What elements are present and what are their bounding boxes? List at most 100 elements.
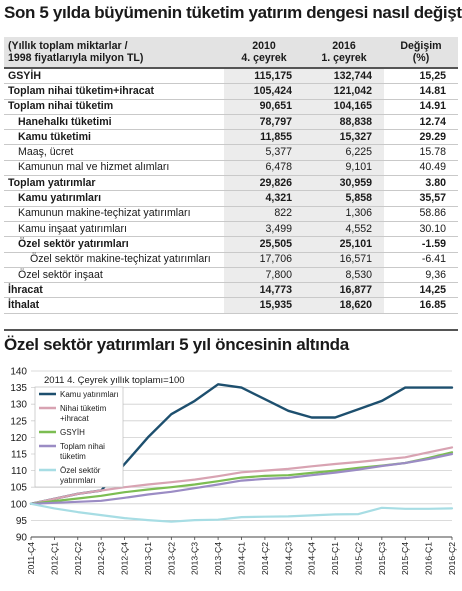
legend-label: Toplam nihai tüketim bbox=[60, 442, 105, 461]
table-row: Toplam nihai tüketim 90,651 104,165 14.91 bbox=[4, 99, 458, 115]
value-2016: 30,959 bbox=[304, 175, 384, 192]
y-tick-label: 105 bbox=[10, 483, 27, 494]
value-2010: 14,773 bbox=[224, 282, 304, 299]
value-2016: 25,101 bbox=[304, 236, 384, 253]
y-tick-label: 90 bbox=[16, 533, 28, 544]
table-title: Son 5 yılda büyümenin tüketim yatırım de… bbox=[4, 3, 462, 22]
value-change: -6.41 bbox=[384, 252, 458, 268]
value-2016: 121,042 bbox=[304, 83, 384, 100]
y-tick-label: 135 bbox=[10, 383, 27, 394]
y-tick-label: 120 bbox=[10, 433, 27, 444]
y-tick-label: 115 bbox=[11, 450, 27, 461]
value-2016: 104,165 bbox=[304, 99, 384, 115]
value-change: 12.74 bbox=[384, 114, 458, 131]
value-change: 35,57 bbox=[384, 190, 458, 207]
table-header-row: (Yıllık toplam miktarlar /1998 fiyatları… bbox=[4, 37, 458, 69]
table-row: Kamu tüketimi 11,855 15,327 29.29 bbox=[4, 129, 458, 146]
value-2010: 3,499 bbox=[224, 221, 304, 238]
x-tick-label: 2012-Ç1 bbox=[49, 542, 59, 575]
table-row: Özel sektör inşaat 7,800 8,530 9,36 bbox=[4, 267, 458, 284]
y-tick-label: 100 bbox=[10, 499, 27, 510]
data-table: (Yıllık toplam miktarlar /1998 fiyatları… bbox=[4, 37, 458, 314]
value-2010: 15,935 bbox=[224, 297, 304, 314]
table-row: Toplam nihai tüketim+ihracat 105,424 121,0… bbox=[4, 83, 458, 100]
header-change: Değişim (%) bbox=[384, 37, 458, 69]
row-label: Özel sektör makine-teçhizat yatırımları bbox=[4, 252, 224, 268]
x-tick-label: 2015-Ç2 bbox=[353, 542, 363, 575]
x-tick-label: 2015-Ç1 bbox=[330, 542, 340, 575]
y-tick-label: 125 bbox=[10, 416, 27, 427]
value-2016: 88,838 bbox=[304, 114, 384, 131]
value-2016: 15,327 bbox=[304, 129, 384, 146]
y-tick-label: 110 bbox=[11, 466, 27, 477]
legend: Kamu yatırımları Nihai tüketim +ihracat GSY… bbox=[34, 386, 124, 488]
series-line-4 bbox=[29, 452, 454, 505]
row-label: İthalat bbox=[4, 297, 224, 314]
value-change: 29.29 bbox=[384, 129, 458, 146]
section-divider bbox=[4, 329, 458, 331]
value-2010: 90,651 bbox=[224, 99, 304, 115]
table-row: İhracat 14,773 16,877 14,25 bbox=[4, 282, 458, 299]
x-tick-label: 2012-Ç4 bbox=[120, 542, 130, 575]
legend-label: Kamu yatırımları bbox=[60, 390, 119, 399]
row-label: Maaş, ücret bbox=[4, 144, 224, 161]
x-tick-label: 2013-Ç3 bbox=[190, 542, 200, 575]
value-2016: 16,571 bbox=[304, 252, 384, 268]
series-line-2 bbox=[29, 446, 454, 505]
value-change: 40.49 bbox=[384, 160, 458, 177]
header-2010: 2010 4. çeyrek bbox=[224, 37, 304, 69]
x-tick-label: 2014-Ç2 bbox=[260, 542, 270, 575]
value-change: 14.91 bbox=[384, 99, 458, 115]
x-tick-label: 2016-Ç2 bbox=[447, 542, 457, 575]
y-tick-label: 140 bbox=[10, 367, 27, 378]
x-tick-label: 2016-Ç1 bbox=[424, 542, 434, 575]
x-tick-label: 2014-Ç4 bbox=[307, 542, 317, 575]
header-label: (Yıllık toplam miktarlar /1998 fiyatları… bbox=[4, 37, 224, 69]
x-tick-label: 2013-Ç1 bbox=[143, 542, 153, 575]
value-change: 15.78 bbox=[384, 144, 458, 161]
value-change: 9,36 bbox=[384, 267, 458, 284]
value-2010: 115,175 bbox=[224, 68, 304, 85]
row-label: İhracat bbox=[4, 282, 224, 299]
row-label: Kamunun mal ve hizmet alımları bbox=[4, 160, 224, 177]
value-2010: 29,826 bbox=[224, 175, 304, 192]
value-2010: 5,377 bbox=[224, 144, 304, 161]
value-2016: 1,306 bbox=[304, 206, 384, 222]
value-2010: 7,800 bbox=[224, 267, 304, 284]
value-change: -1.59 bbox=[384, 236, 458, 253]
y-tick-label: 95 bbox=[16, 516, 28, 527]
table-row: Özel sektör makine-teçhizat yatırımları 1… bbox=[4, 252, 458, 268]
line-chart: 90 95 100 105 110 115 120 125 130 135 140 2011-Ç4 20… bbox=[10, 367, 457, 575]
value-2010: 822 bbox=[224, 206, 304, 222]
value-2010: 11,855 bbox=[224, 129, 304, 146]
table-row: Maaş, ücret 5,377 6,225 15.78 bbox=[4, 144, 458, 161]
value-change: 3.80 bbox=[384, 175, 458, 192]
chart-subtitle: 2011 4. Çeyrek yıllık toplamı=100 bbox=[44, 375, 185, 386]
value-2016: 4,552 bbox=[304, 221, 384, 238]
x-tick-label: 2014-Ç3 bbox=[283, 542, 293, 575]
row-label: Özel sektör inşaat bbox=[4, 267, 224, 284]
x-tick-label: 2012-Ç2 bbox=[73, 542, 83, 575]
row-label: Toplam nihai tüketim bbox=[4, 99, 224, 115]
table-row: İthalat 15,935 18,620 16.85 bbox=[4, 297, 458, 314]
value-change: 15,25 bbox=[384, 68, 458, 85]
table-row: Toplam yatırımlar 29,826 30,959 3.80 bbox=[4, 175, 458, 192]
value-2010: 17,706 bbox=[224, 252, 304, 268]
row-label: Kamunun makine-teçhizat yatırımları bbox=[4, 206, 224, 222]
x-tick-label: 2013-Ç4 bbox=[213, 542, 223, 575]
table-row: GSYİH 115,175 132,744 15,25 bbox=[4, 68, 458, 85]
value-2016: 16,877 bbox=[304, 282, 384, 299]
x-tick-label: 2012-Ç3 bbox=[96, 542, 106, 575]
table-row: Özel sektör yatırımları 25,505 25,101 -1.59 bbox=[4, 236, 458, 253]
legend-label: GSYİH bbox=[60, 428, 85, 437]
table-row: Kamunun mal ve hizmet alımları 6,478 9,101… bbox=[4, 160, 458, 177]
row-label: Kamu inşaat yatırımları bbox=[4, 221, 224, 238]
y-tick-label: 130 bbox=[10, 400, 27, 411]
value-2010: 4,321 bbox=[224, 190, 304, 207]
value-2016: 5,858 bbox=[304, 190, 384, 207]
value-2010: 6,478 bbox=[224, 160, 304, 177]
row-label: Özel sektör yatırımları bbox=[4, 236, 224, 253]
value-2016: 18,620 bbox=[304, 297, 384, 314]
legend-label: Nihai tüketim +ihracat bbox=[60, 404, 107, 423]
row-label: Hanehalkı tüketimi bbox=[4, 114, 224, 131]
